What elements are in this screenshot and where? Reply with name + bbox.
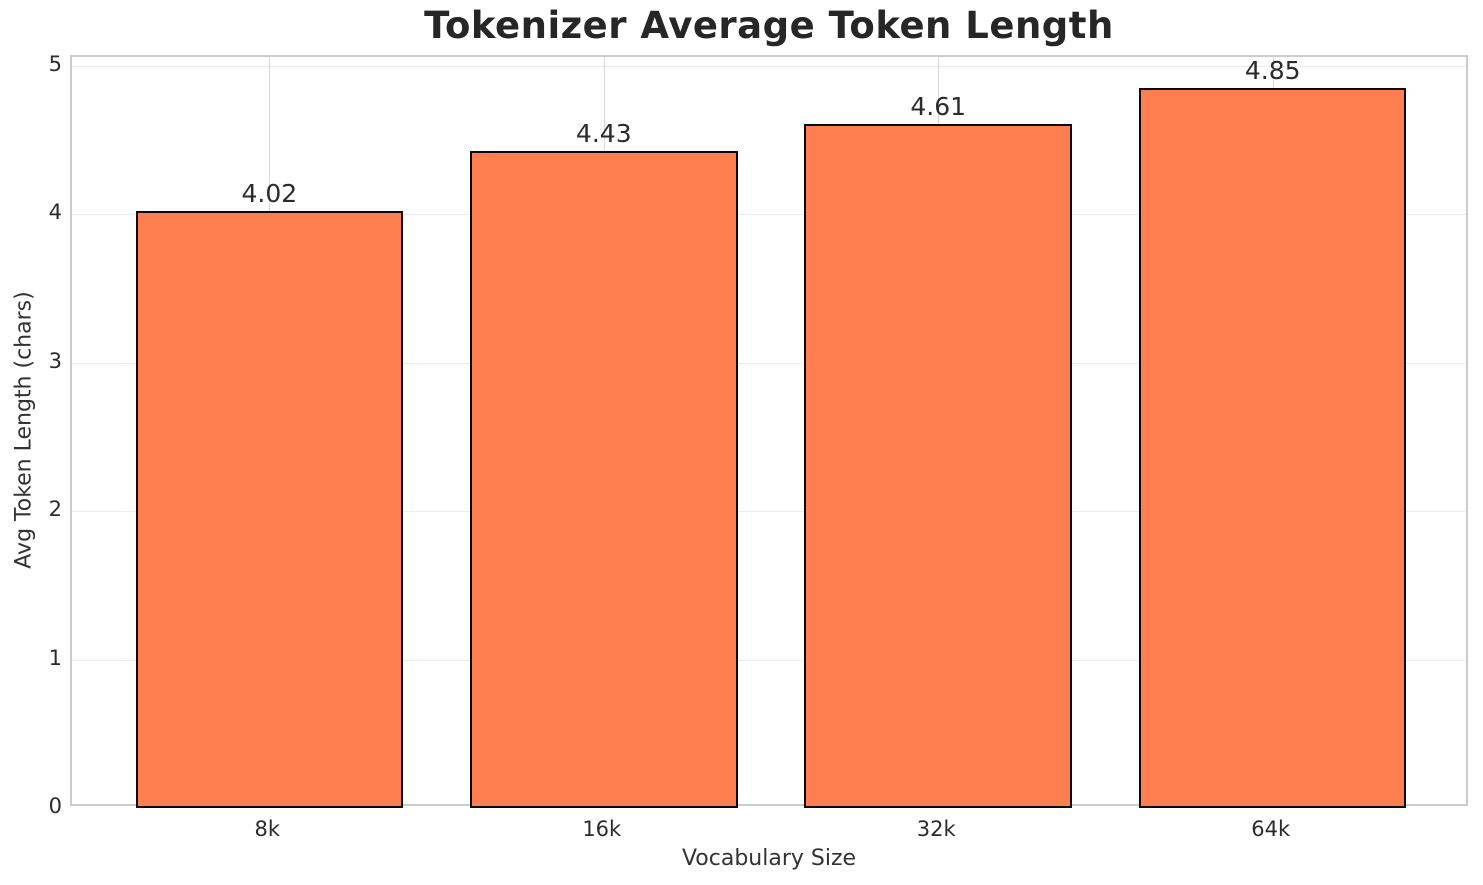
plot-area: 4.02 4.43 4.61 4.85 [70, 55, 1468, 808]
y-tick-label: 2 [48, 497, 62, 522]
bar-value-label: 4.85 [1244, 56, 1301, 86]
x-tick-label: 16k [582, 817, 622, 841]
bar-32k [804, 123, 1072, 808]
y-tick-label: 0 [48, 794, 62, 818]
x-tick-label: 64k [1251, 817, 1291, 841]
gridline-horizontal [72, 65, 1466, 67]
gridline-horizontal [72, 511, 1466, 513]
bar-value-label: 4.43 [575, 118, 632, 148]
y-tick-label: 4 [48, 200, 62, 225]
gridline-horizontal [72, 214, 1466, 216]
y-tick-label: 5 [48, 51, 62, 76]
x-axis-label: Vocabulary Size [681, 846, 857, 871]
bar-value-label: 4.02 [241, 179, 298, 209]
y-axis-label: Avg Token Length (chars) [11, 291, 37, 569]
x-tick-label: 8k [254, 817, 281, 841]
gridline-horizontal [72, 362, 1466, 364]
x-tick-label: 32k [916, 817, 956, 841]
bar-8k [135, 211, 404, 808]
bar-64k [1138, 88, 1407, 808]
y-tick-label: 3 [48, 348, 62, 373]
gridline-horizontal [72, 659, 1466, 661]
bar-value-label: 4.61 [910, 91, 967, 121]
y-tick-label: 1 [48, 645, 62, 670]
chart-title: Tokenizer Average Token Length [424, 4, 1114, 47]
bar-16k [469, 150, 738, 808]
